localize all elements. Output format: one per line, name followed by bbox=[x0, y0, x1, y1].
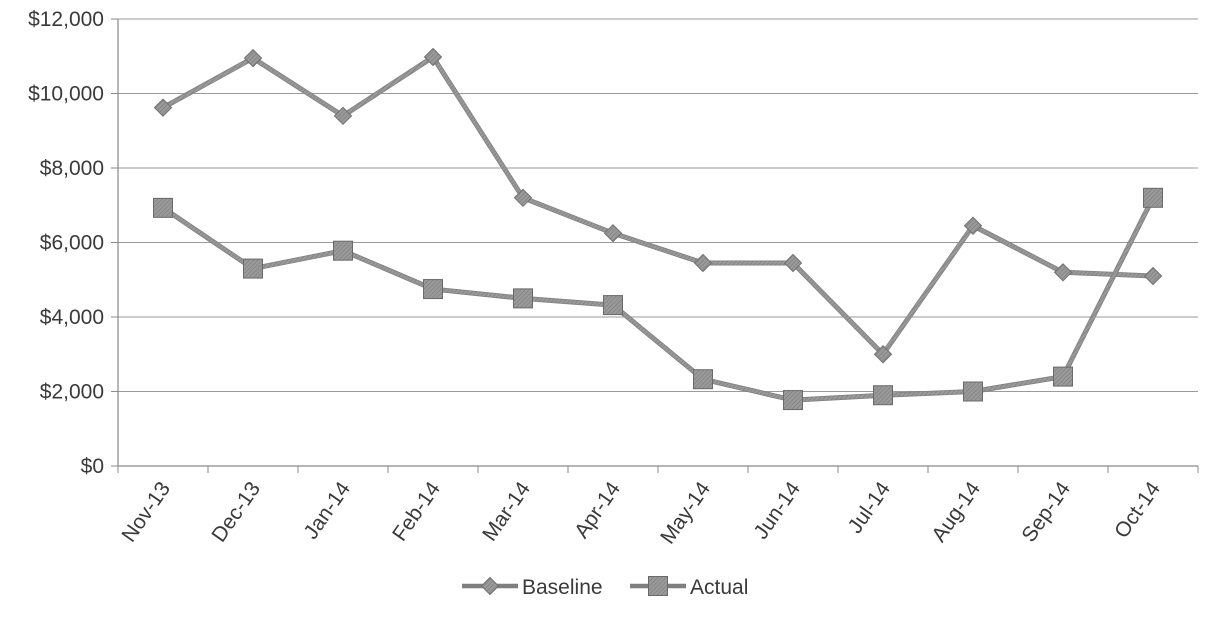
baseline-point bbox=[873, 345, 893, 364]
actual-point bbox=[603, 295, 623, 316]
y-tick-label: $0 bbox=[81, 455, 104, 478]
series-actual bbox=[153, 187, 1163, 411]
grid-lines bbox=[118, 18, 1198, 392]
baseline-line-shadow bbox=[161, 54, 1154, 357]
x-tick-label: Jan-14 bbox=[299, 477, 355, 543]
x-axis-ticks: Nov-13 Dec-13 Jan-14 Feb-14 Mar-14 Apr-14 May-… bbox=[117, 466, 1199, 548]
baseline-point bbox=[1143, 266, 1163, 286]
legend: Baseline Actual bbox=[462, 576, 748, 599]
baseline-point bbox=[963, 216, 983, 235]
x-tick-label: Jun-14 bbox=[749, 477, 805, 543]
actual-point bbox=[333, 240, 353, 261]
actual-line-shadow bbox=[161, 196, 1156, 403]
baseline-point bbox=[333, 106, 353, 126]
actual-point bbox=[963, 381, 983, 402]
legend-label: Actual bbox=[690, 576, 748, 599]
y-tick-label: $12,000 bbox=[28, 8, 104, 31]
legend-item-baseline: Baseline bbox=[462, 576, 603, 599]
legend-item-actual: Actual bbox=[630, 576, 748, 599]
y-tick-label: $2,000 bbox=[40, 381, 104, 404]
baseline-line bbox=[162, 55, 1154, 356]
plot-area bbox=[153, 47, 1163, 411]
legend-swatch-marker bbox=[648, 576, 668, 596]
y-tick-label: $4,000 bbox=[40, 306, 104, 329]
baseline-point bbox=[423, 47, 443, 67]
x-tick-label: May-14 bbox=[656, 477, 715, 548]
x-tick-label: Dec-13 bbox=[207, 478, 265, 547]
y-tick-label: $8,000 bbox=[40, 157, 104, 180]
legend-swatch-marker bbox=[480, 576, 500, 596]
actual-point bbox=[1143, 187, 1163, 208]
y-tick-label: $10,000 bbox=[28, 83, 104, 106]
actual-point bbox=[783, 390, 803, 411]
actual-point bbox=[513, 288, 533, 309]
baseline-point bbox=[783, 253, 803, 273]
x-tick-label: Feb-14 bbox=[388, 477, 445, 545]
actual-point bbox=[873, 385, 893, 406]
x-tick-label: Mar-14 bbox=[478, 477, 535, 545]
actual-line bbox=[162, 197, 1155, 402]
x-tick-label: Jul-14 bbox=[843, 477, 895, 537]
actual-point bbox=[243, 258, 263, 279]
baseline-point bbox=[603, 223, 623, 243]
y-tick-label: $6,000 bbox=[40, 232, 104, 255]
actual-point bbox=[693, 369, 713, 390]
baseline-point bbox=[153, 98, 173, 117]
x-tick-label: Aug-14 bbox=[927, 477, 985, 546]
actual-point bbox=[153, 197, 173, 218]
series-baseline bbox=[153, 47, 1163, 364]
y-axis-ticks: $0 $2,000 $4,000 $6,000 $8,000 $10,000 $12,000 bbox=[28, 8, 118, 478]
x-tick-label: Apr-14 bbox=[570, 477, 625, 542]
baseline-point bbox=[513, 188, 533, 208]
baseline-point bbox=[693, 253, 713, 273]
x-tick-label: Nov-13 bbox=[117, 478, 175, 547]
baseline-point bbox=[1053, 263, 1073, 282]
legend-label: Baseline bbox=[522, 576, 603, 599]
x-tick-label: Sep-14 bbox=[1017, 477, 1075, 546]
actual-point bbox=[1053, 366, 1073, 387]
actual-point bbox=[423, 279, 443, 300]
baseline-point bbox=[243, 48, 263, 68]
x-tick-label: Oct-14 bbox=[1110, 477, 1165, 542]
